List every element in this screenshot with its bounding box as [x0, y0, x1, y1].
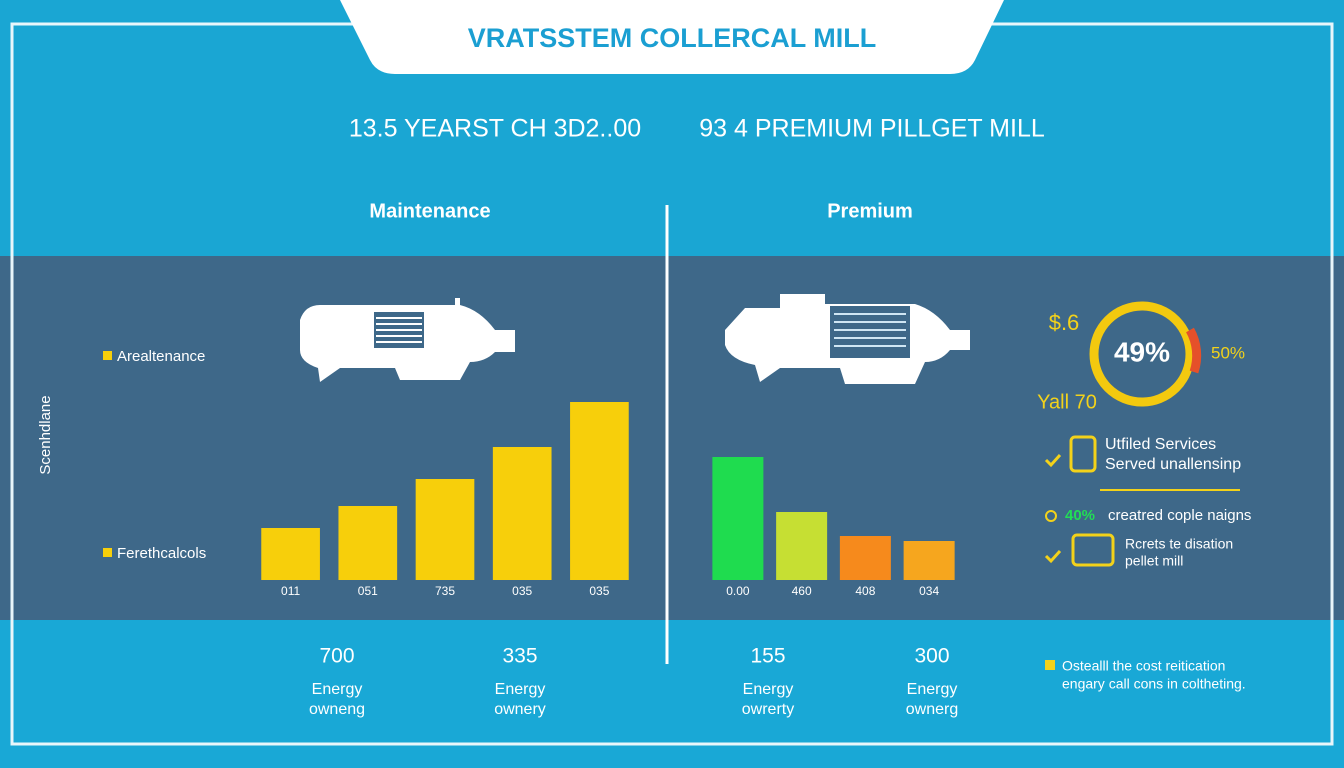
bar — [338, 506, 398, 580]
subtitle: 93 4 PREMIUM PILLGET MILL — [699, 115, 1045, 143]
machine-icon — [300, 298, 515, 382]
bottom-band — [0, 620, 1344, 768]
bar — [415, 479, 475, 580]
x-tick-label: 460 — [792, 584, 812, 598]
stat-label: Energy — [312, 681, 363, 698]
x-tick-label: 408 — [855, 584, 875, 598]
feature-icon — [1071, 533, 1115, 567]
note-line: Ostealll the cost reitication — [1062, 658, 1225, 674]
middle-band — [0, 256, 1344, 620]
machine-icon — [725, 294, 970, 384]
gauge-ring — [1089, 301, 1195, 407]
gauge-segment — [1185, 327, 1202, 374]
x-tick-label: 035 — [589, 584, 609, 598]
x-tick-label: 011 — [281, 584, 300, 598]
feature-title: 40% — [1065, 507, 1095, 524]
note-swatch — [1045, 660, 1055, 670]
stat-label: owneng — [309, 701, 365, 718]
side-label: Scenhdlane — [37, 395, 54, 474]
legend-swatch — [103, 548, 112, 557]
stat-label: owrerty — [742, 701, 794, 718]
gauge-label: Yall 70 — [1037, 391, 1097, 413]
feature-icon — [1069, 435, 1097, 473]
stat-label: ownerg — [906, 701, 958, 718]
title-tab — [340, 0, 1004, 74]
stat-label: Energy — [743, 681, 794, 698]
section-title: Premium — [827, 200, 913, 222]
feature-text: Served unallensinp — [1105, 456, 1241, 473]
bullet — [1045, 510, 1057, 522]
x-tick-label: 035 — [512, 584, 532, 598]
check-icon — [1044, 453, 1062, 468]
gauge-value: 49% — [1114, 336, 1170, 367]
bar — [261, 528, 320, 580]
gauge-label: 50% — [1211, 343, 1245, 362]
x-tick-label: 735 — [435, 584, 455, 598]
legend-swatch — [103, 351, 112, 360]
stat-value: 335 — [502, 645, 537, 668]
check-icon — [1044, 549, 1062, 564]
x-tick-label: 034 — [919, 584, 939, 598]
bar — [570, 402, 629, 580]
stat-label: ownery — [494, 701, 546, 718]
x-tick-label: 051 — [358, 584, 378, 598]
stat-label: Energy — [495, 681, 546, 698]
stat-label: Energy — [907, 681, 958, 698]
legend-label: Arealtenance — [117, 348, 205, 365]
gauge-label: $.6 — [1049, 310, 1080, 335]
note-line: engary call cons in coltheting. — [1062, 676, 1246, 692]
subtitle: 13.5 YEARST CH 3D2..00 — [349, 115, 641, 143]
feature-title: Utfiled Services — [1105, 436, 1216, 453]
title: VRATSSTEM COLLERCAL MILL — [468, 23, 876, 53]
x-tick-label: 0.00 — [726, 584, 750, 598]
bar — [903, 541, 955, 580]
bar — [712, 457, 764, 580]
bar — [492, 447, 552, 580]
feature-text: creatred cople naigns — [1108, 507, 1251, 524]
feature-title: Rcrets te disation — [1125, 536, 1233, 552]
bar — [839, 536, 891, 580]
stat-value: 155 — [750, 645, 785, 668]
section-title: Maintenance — [369, 200, 490, 222]
stat-value: 700 — [319, 645, 354, 668]
stat-value: 300 — [914, 645, 949, 668]
bar — [776, 512, 828, 580]
feature-text: pellet mill — [1125, 553, 1183, 569]
legend-label: Ferethcalcols — [117, 545, 206, 562]
